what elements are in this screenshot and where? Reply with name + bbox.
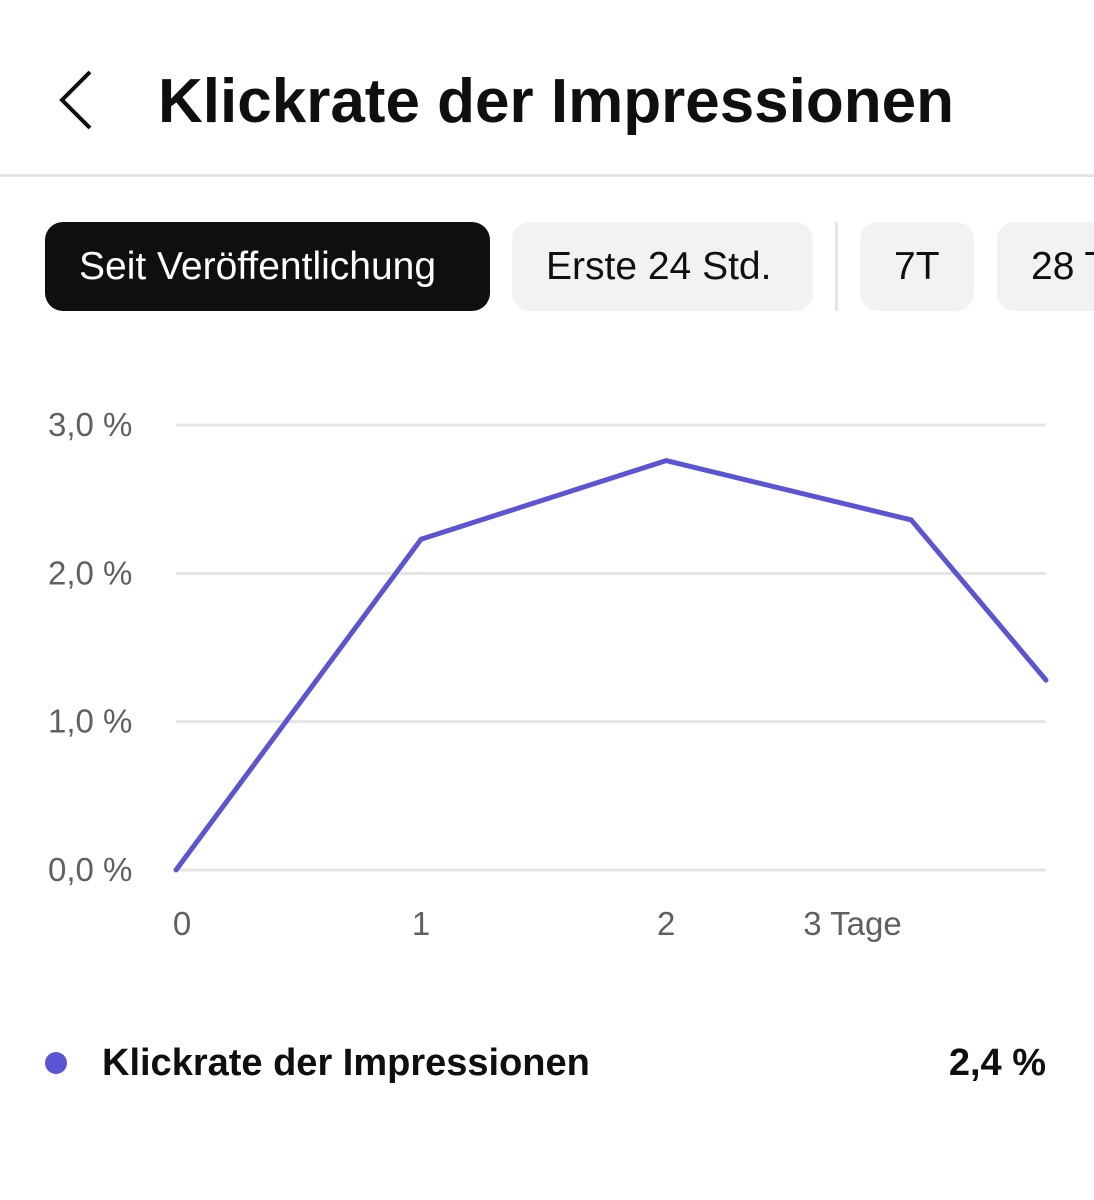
time-range-filter: Seit Veröffentlichung Erste 24 Std. 7T 2…	[0, 222, 1094, 312]
x-tick-label: 0	[173, 905, 191, 942]
chip-since-publication[interactable]: Seit Veröffentlichung	[45, 222, 490, 311]
series-line	[173, 458, 1049, 873]
line-chart: 0,0 % 1,0 % 2,0 % 3,0 % 0 1 2 3 Tage	[48, 406, 1049, 942]
page-title: Klickrate der Impressionen	[158, 67, 954, 136]
y-tick-label: 3,0 %	[48, 406, 132, 443]
header-divider	[0, 174, 1094, 177]
chip-label: Seit Veröffentlichung	[79, 245, 437, 288]
chip-28-days[interactable]: 28 T	[997, 222, 1094, 311]
ctr-chart: 0,0 % 1,0 % 2,0 % 3,0 % 0 1 2 3 Tage	[0, 380, 1094, 980]
chip-divider	[835, 222, 838, 311]
y-tick-label: 2,0 %	[48, 554, 132, 591]
chip-7-days[interactable]: 7T	[860, 222, 974, 311]
x-tick-label: 1	[412, 905, 430, 942]
legend-value: 2,4 %	[948, 1042, 1046, 1084]
chip-label: Erste 24 Std.	[546, 245, 772, 288]
legend: Klickrate der Impressionen 2,4 %	[0, 1032, 1094, 1094]
back-button[interactable]	[52, 66, 104, 134]
legend-color-dot	[45, 1052, 67, 1074]
x-tick-label: 2	[657, 905, 675, 942]
x-tick-label: 3 Tage	[803, 905, 901, 942]
chip-label: 7T	[894, 245, 940, 288]
chip-label: 28 T	[1031, 245, 1094, 288]
legend-label: Klickrate der Impressionen	[102, 1042, 590, 1084]
y-tick-label: 0,0 %	[48, 851, 132, 888]
chip-first-24h[interactable]: Erste 24 Std.	[512, 222, 813, 311]
y-tick-label: 1,0 %	[48, 703, 132, 740]
header: Klickrate der Impressionen	[0, 0, 1094, 177]
chevron-left-icon	[59, 70, 92, 130]
